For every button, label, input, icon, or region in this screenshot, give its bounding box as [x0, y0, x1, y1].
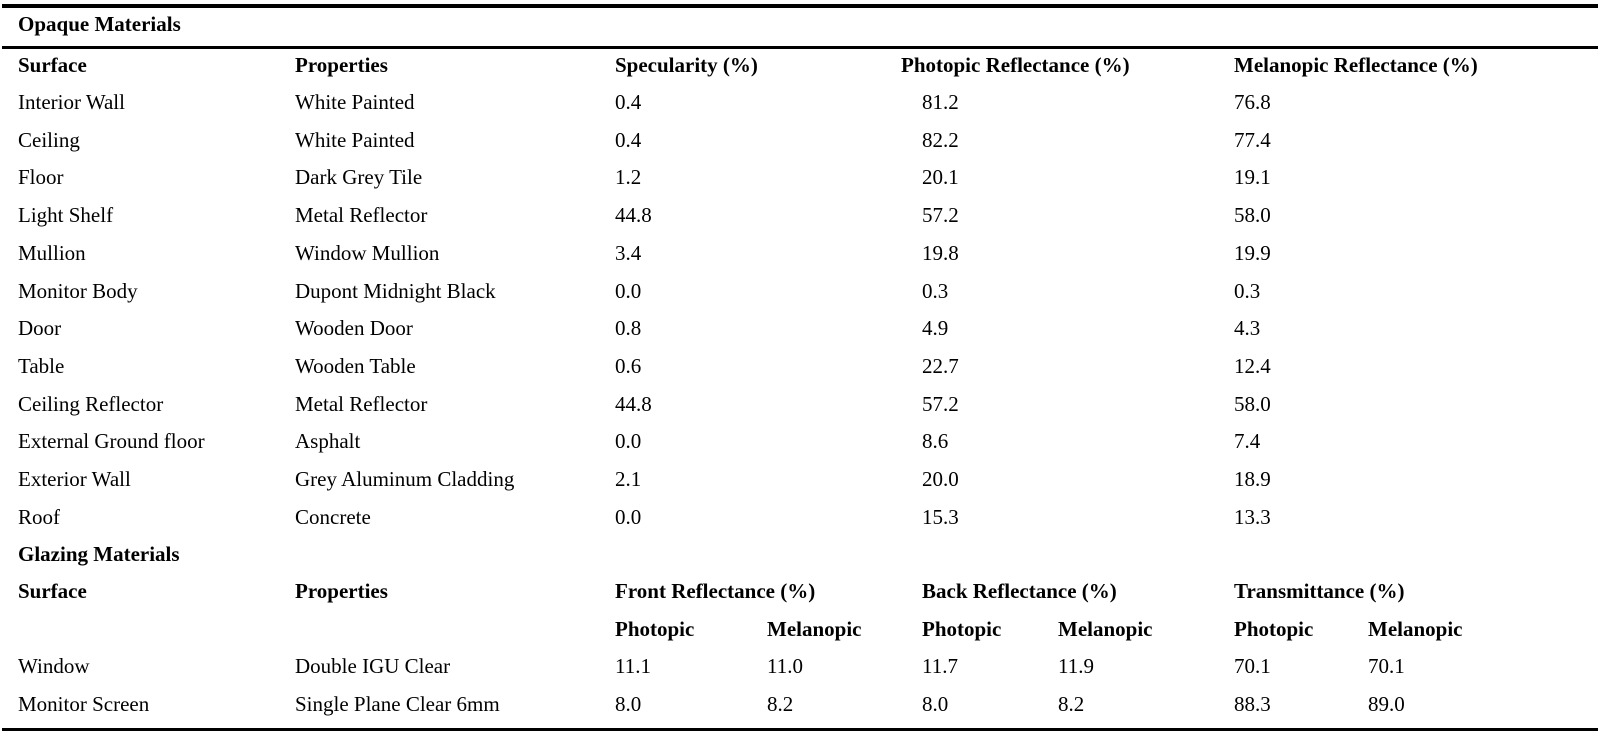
table-cell: 76.8 [1234, 90, 1271, 114]
table-cell: 0.0 [615, 505, 642, 529]
top-rule [2, 4, 1598, 8]
column-header: Transmittance (%) [1234, 579, 1405, 603]
table-cell: Interior Wall [18, 90, 125, 114]
column-header: Surface [18, 579, 87, 603]
table-cell: 11.0 [767, 654, 803, 678]
column-header: Back Reflectance (%) [922, 579, 1117, 603]
table-cell: 58.0 [1234, 203, 1271, 227]
table-cell: 0.8 [615, 316, 642, 340]
column-header: Surface [18, 53, 87, 77]
table-cell: 11.9 [1058, 654, 1094, 678]
column-subheader: Melanopic [1058, 617, 1153, 641]
table-cell: 20.0 [922, 467, 959, 491]
table-cell: External Ground floor [18, 429, 205, 453]
table-cell: Light Shelf [18, 203, 114, 227]
table-cell: 3.4 [615, 241, 642, 265]
table-cell: 70.1 [1234, 654, 1271, 678]
table-cell: Table [18, 354, 65, 378]
column-subheader: Photopic [615, 617, 695, 641]
table-cell: Exterior Wall [18, 467, 131, 491]
table-cell: Dark Grey Tile [295, 165, 423, 189]
table-cell: 18.9 [1234, 467, 1271, 491]
column-subheader: Photopic [1234, 617, 1314, 641]
table-cell: 0.3 [1234, 279, 1261, 303]
table-cell: 4.3 [1234, 316, 1261, 340]
section-rule [2, 46, 1598, 49]
table-cell: Grey Aluminum Cladding [295, 467, 515, 491]
section-title-opaque: Opaque Materials [18, 12, 181, 36]
column-header: Photopic Reflectance (%) [901, 53, 1130, 77]
table-cell: 88.3 [1234, 692, 1271, 716]
table-cell: 0.4 [615, 128, 642, 152]
table-cell: 57.2 [922, 203, 959, 227]
table-cell: Roof [18, 505, 60, 529]
table-cell: 8.0 [615, 692, 642, 716]
column-header: Front Reflectance (%) [615, 579, 816, 603]
table-cell: Mullion [18, 241, 86, 265]
table-cell: Ceiling [18, 128, 80, 152]
table-cell: Monitor Screen [18, 692, 150, 716]
column-header: Specularity (%) [615, 53, 758, 77]
table-cell: Concrete [295, 505, 371, 529]
table-cell: 2.1 [615, 467, 642, 491]
table-cell: White Painted [295, 90, 415, 114]
table-cell: 19.8 [922, 241, 959, 265]
column-header: Properties [295, 53, 388, 77]
table-cell: 7.4 [1234, 429, 1261, 453]
table-cell: 8.2 [767, 692, 794, 716]
table-cell: Floor [18, 165, 64, 189]
column-header: Properties [295, 579, 388, 603]
table-cell: 12.4 [1234, 354, 1271, 378]
table-cell: Ceiling Reflector [18, 392, 164, 416]
column-subheader: Photopic [922, 617, 1002, 641]
table-cell: White Painted [295, 128, 415, 152]
column-header: Melanopic Reflectance (%) [1234, 53, 1478, 77]
table-cell: 44.8 [615, 203, 652, 227]
table-cell: 57.2 [922, 392, 959, 416]
bottom-rule [2, 728, 1598, 731]
table-cell: 8.6 [922, 429, 949, 453]
table-cell: 0.4 [615, 90, 642, 114]
table-cell: 58.0 [1234, 392, 1271, 416]
table-cell: 0.6 [615, 354, 642, 378]
table-cell: 77.4 [1234, 128, 1271, 152]
table-cell: 0.3 [922, 279, 949, 303]
table-cell: Dupont Midnight Black [295, 279, 496, 303]
column-subheader: Melanopic [1368, 617, 1463, 641]
column-subheader: Melanopic [767, 617, 862, 641]
table-cell: 19.9 [1234, 241, 1271, 265]
table-cell: Wooden Table [295, 354, 416, 378]
table-cell: 44.8 [615, 392, 652, 416]
table-cell: 8.0 [922, 692, 949, 716]
section-title-glazing: Glazing Materials [18, 542, 180, 566]
table-cell: Single Plane Clear 6mm [295, 692, 500, 716]
table-cell: 0.0 [615, 279, 642, 303]
table-cell: Monitor Body [18, 279, 138, 303]
table-cell: Asphalt [295, 429, 361, 453]
table-cell: 11.7 [922, 654, 958, 678]
table-cell: 4.9 [922, 316, 949, 340]
table-cell: 0.0 [615, 429, 642, 453]
table-cell: 89.0 [1368, 692, 1405, 716]
table-cell: Door [18, 316, 62, 340]
table-cell: 82.2 [922, 128, 959, 152]
table-cell: 81.2 [922, 90, 959, 114]
table-cell: 70.1 [1368, 654, 1405, 678]
table-cell: 20.1 [922, 165, 959, 189]
table-cell: 19.1 [1234, 165, 1271, 189]
table-cell: Wooden Door [295, 316, 413, 340]
table-cell: Double IGU Clear [295, 654, 451, 678]
table-cell: Metal Reflector [295, 203, 428, 227]
table-cell: 1.2 [615, 165, 642, 189]
table-cell: Window Mullion [295, 241, 440, 265]
table-cell: 15.3 [922, 505, 959, 529]
table-cell: 8.2 [1058, 692, 1085, 716]
table-cell: 22.7 [922, 354, 959, 378]
table-cell: Metal Reflector [295, 392, 428, 416]
table-cell: 11.1 [615, 654, 651, 678]
table-cell: Window [18, 654, 90, 678]
table-cell: 13.3 [1234, 505, 1271, 529]
